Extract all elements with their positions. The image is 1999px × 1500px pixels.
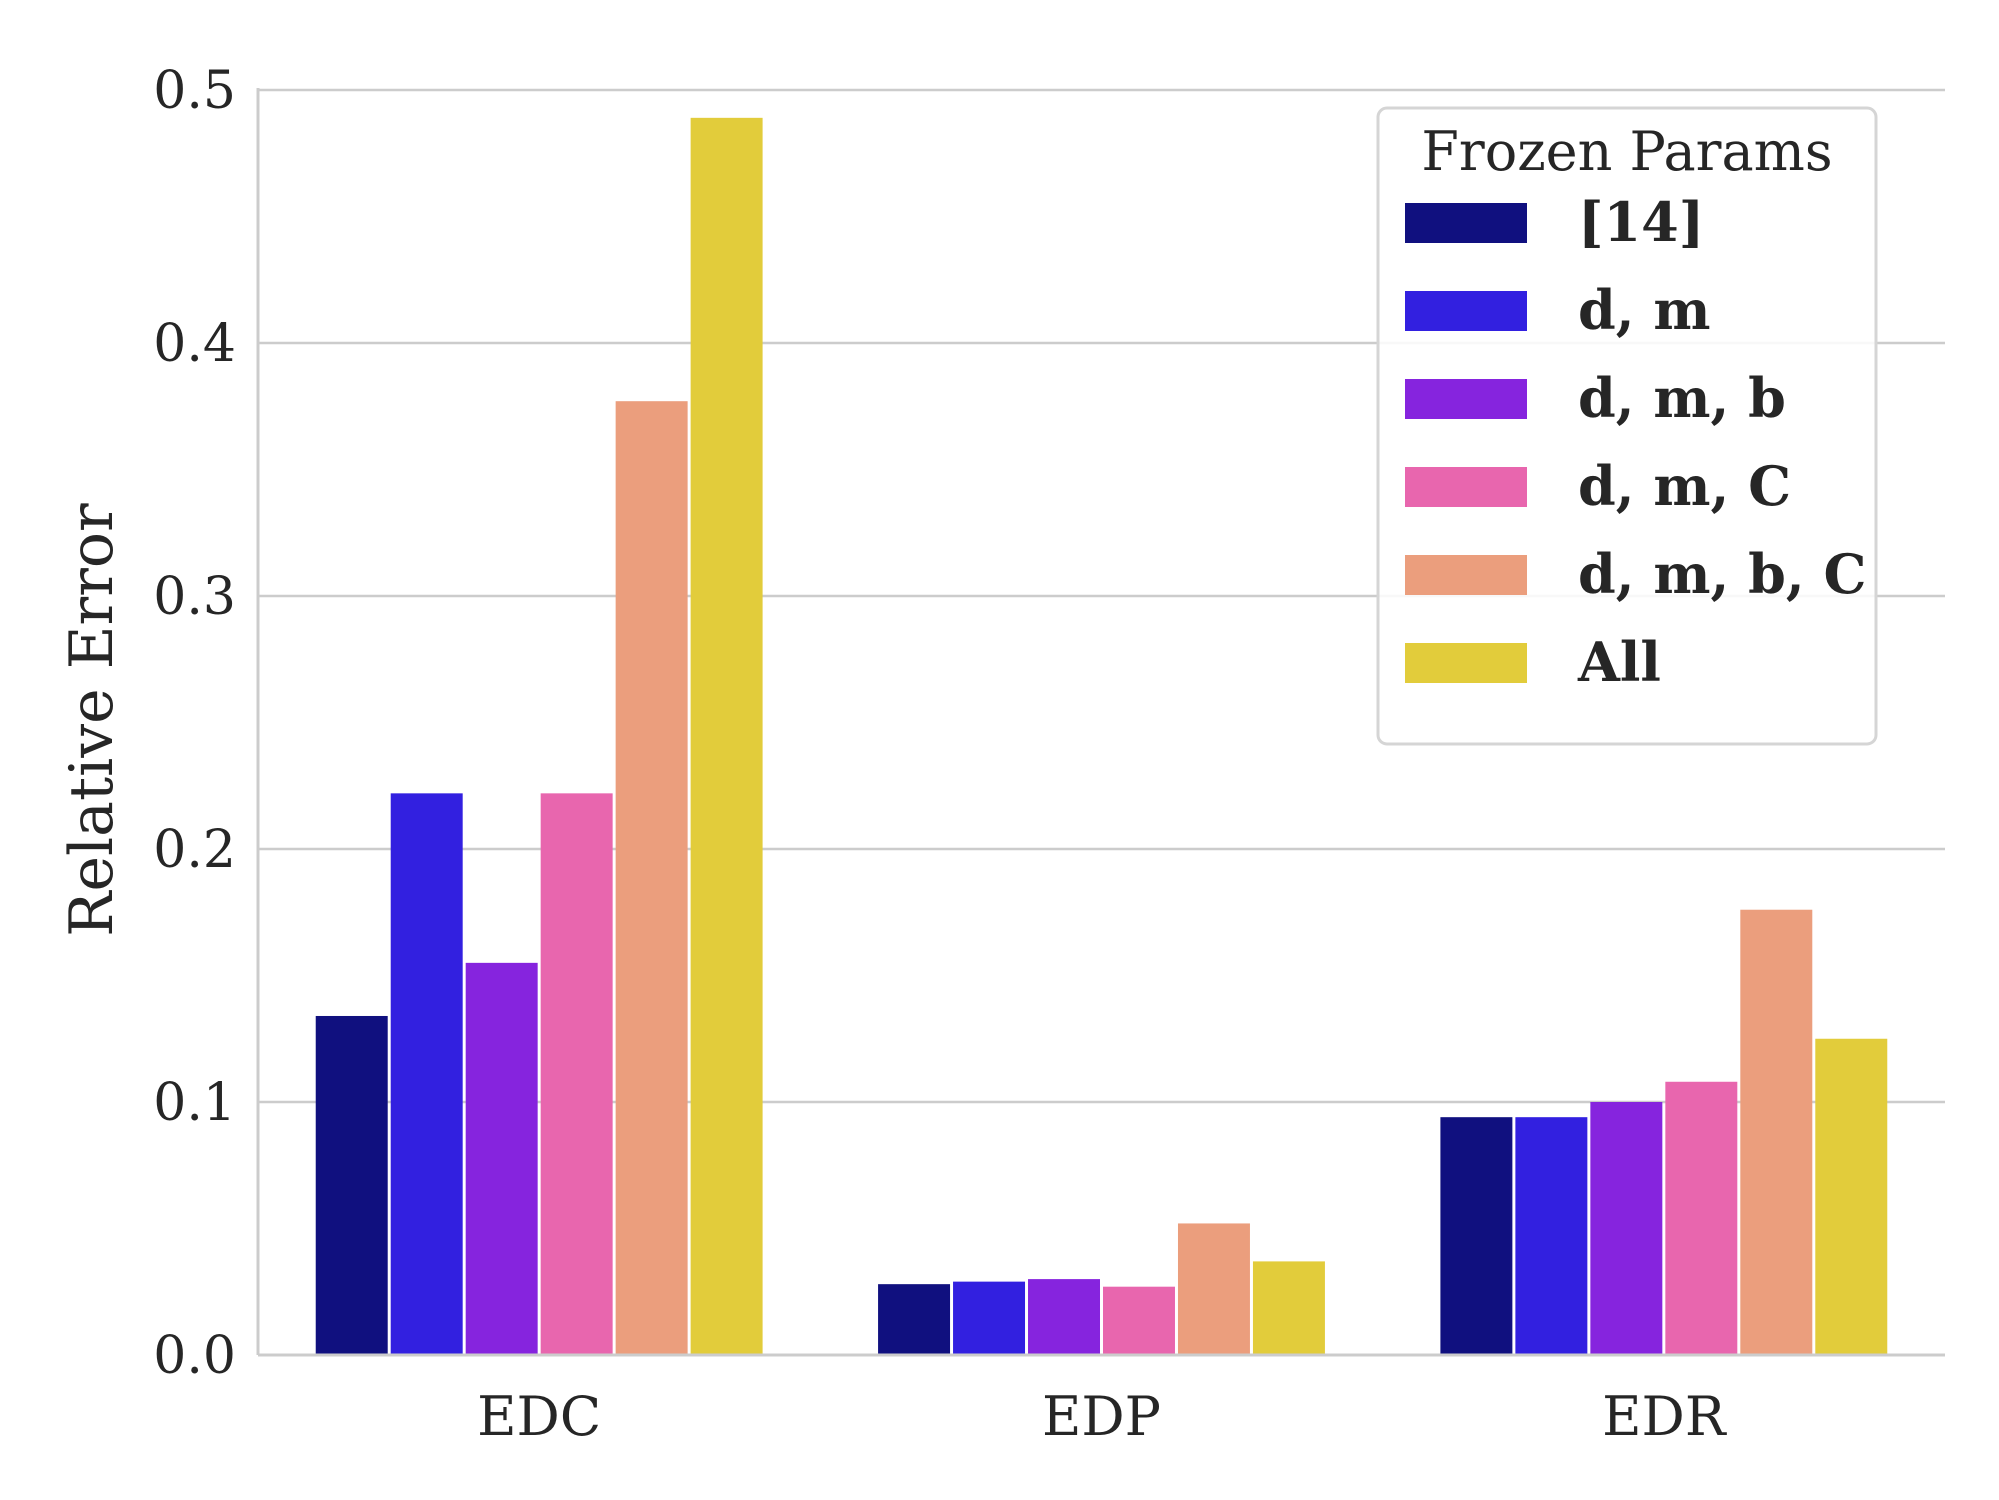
- bar-edr-2: [1590, 1102, 1663, 1355]
- bar-edc-2: [465, 962, 538, 1355]
- y-tick-label: 0.1: [153, 1073, 236, 1133]
- legend-swatch: [1405, 643, 1527, 683]
- legend-label: d, m, b, C: [1578, 542, 1866, 606]
- x-category-labels: EDC EDP EDR: [477, 1385, 1727, 1448]
- bar-edr-4: [1740, 909, 1813, 1355]
- bar-edc-3: [540, 793, 613, 1355]
- y-tick-label: 0.0: [153, 1326, 236, 1386]
- bar-edr-5: [1815, 1038, 1888, 1355]
- legend-swatch: [1405, 379, 1527, 419]
- y-tick-label: 0.4: [153, 314, 236, 374]
- x-tick-label: EDP: [1042, 1385, 1161, 1448]
- y-tick-label: 0.5: [153, 61, 236, 121]
- bar-edr-1: [1515, 1117, 1588, 1355]
- y-axis-label: Relative Error: [57, 503, 127, 937]
- y-tick-labels: 0.0 0.1 0.2 0.3 0.4 0.5: [153, 61, 236, 1386]
- bar-edc-5: [690, 117, 763, 1356]
- legend-label: d, m, b: [1578, 366, 1786, 430]
- y-tick-label: 0.3: [153, 567, 236, 627]
- bar-edp-4: [1177, 1223, 1250, 1355]
- bar-edp-0: [878, 1284, 951, 1355]
- bar-edp-5: [1252, 1261, 1325, 1355]
- bar-edp-1: [953, 1281, 1026, 1355]
- legend-title: Frozen Params: [1421, 120, 1832, 183]
- bar-edr-0: [1440, 1117, 1513, 1355]
- legend: Frozen Params [14] d, m d, m, b d, m, C d, m,…: [1376, 106, 1878, 746]
- legend-swatch: [1405, 555, 1527, 595]
- x-tick-label: EDC: [477, 1385, 601, 1448]
- bar-edc-1: [390, 793, 463, 1355]
- axes: [256, 88, 1945, 1357]
- y-tick-label: 0.2: [153, 820, 236, 880]
- bar-edr-3: [1665, 1081, 1738, 1355]
- bar-edc-4: [615, 401, 688, 1355]
- legend-label: All: [1577, 630, 1661, 694]
- bar-edp-3: [1103, 1286, 1175, 1355]
- legend-swatch: [1405, 203, 1527, 243]
- legend-label: d, m, C: [1578, 454, 1791, 518]
- x-tick-label: EDR: [1602, 1385, 1727, 1448]
- bar-edc-0: [315, 1015, 388, 1355]
- legend-swatch: [1405, 291, 1527, 331]
- bar-edp-2: [1028, 1279, 1100, 1355]
- bars: [315, 117, 1888, 1356]
- legend-swatch: [1405, 467, 1527, 507]
- legend-label: [14]: [1578, 190, 1704, 254]
- legend-label: d, m: [1578, 278, 1711, 342]
